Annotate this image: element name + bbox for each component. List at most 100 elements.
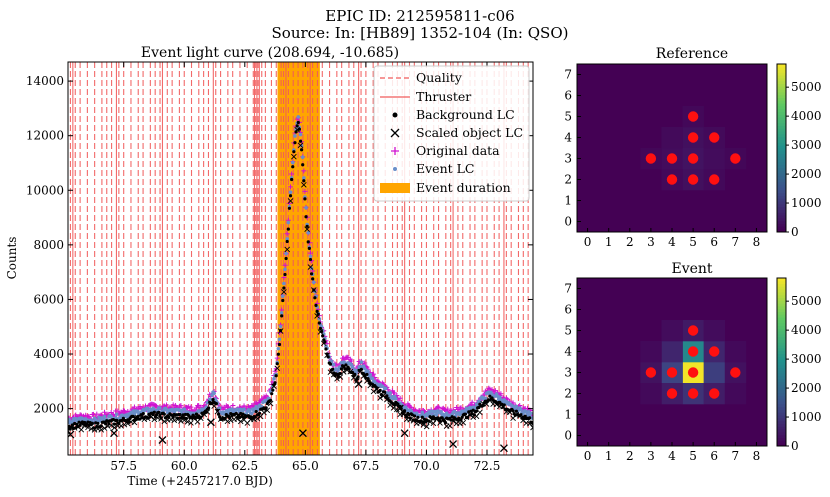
scaled-object-point (78, 426, 85, 433)
event-aperture-marker (666, 367, 678, 378)
scaled-object-point (407, 416, 413, 423)
reference-colorbar-segment (777, 153, 786, 157)
original-data-point (371, 371, 377, 377)
event-colorbar-tick-label: 1000 (791, 410, 822, 424)
background-lc-point (313, 296, 317, 300)
reference-x-tick-label: 6 (710, 235, 718, 249)
event-x-tick-label: 2 (626, 449, 634, 463)
background-lc-point (270, 392, 274, 396)
event-colorbar-segment (777, 418, 786, 422)
event-colorbar-segment (777, 432, 786, 436)
event-x-tick-label: 3 (647, 449, 655, 463)
event-lc-point (288, 190, 293, 195)
y-tick-label: 4000 (33, 347, 64, 361)
scaled-object-point (463, 414, 470, 421)
event-lc-point (293, 134, 297, 138)
event-lc-point (428, 412, 432, 417)
background-lc-point (411, 418, 416, 422)
x-tick-label: 67.5 (353, 459, 380, 473)
original-data-point (288, 184, 294, 190)
original-data-point (486, 385, 492, 391)
reference-colorbar-segment (777, 218, 786, 222)
background-lc-point (90, 421, 94, 425)
reference-colorbar-segment (777, 184, 786, 188)
scaled-object-point (437, 420, 443, 426)
scaled-object-point (493, 401, 500, 408)
reference-x-tick-label: 7 (732, 235, 740, 249)
x-tick-label: 70.0 (413, 459, 440, 473)
reference-colorbar-tick-label: 5000 (791, 80, 822, 94)
background-lc-point (159, 416, 163, 420)
event-lc-point (304, 205, 308, 210)
reference-aperture-marker (730, 153, 741, 164)
background-lc-point (412, 414, 417, 418)
original-data-point (102, 409, 108, 415)
reference-aperture-marker (687, 153, 699, 164)
event-colorbar-segment (777, 331, 786, 335)
lightcurve-title: Event light curve (208.694, -10.685) (141, 45, 399, 61)
scaled-object-point (340, 369, 347, 375)
event-lc-point (296, 115, 301, 119)
event-lc-point (282, 281, 286, 286)
background-lc-point (282, 286, 286, 290)
original-data-point (164, 402, 170, 408)
background-lc-point (416, 415, 420, 419)
event-pixel (724, 383, 747, 405)
event-lc-point (280, 294, 285, 298)
scaled-object-point (201, 411, 207, 418)
scaled-object-outlier (499, 444, 508, 453)
event-colorbar-segment (777, 297, 786, 301)
event-colorbar-segment (777, 286, 786, 290)
background-lc-point (287, 206, 292, 210)
scaled-object-point (297, 142, 304, 149)
reference-y-tick-label: 2 (564, 173, 572, 187)
event-lc-point (114, 412, 119, 417)
reference-aperture-marker (687, 132, 699, 143)
reference-colorbar-segment (777, 83, 786, 87)
reference-colorbar-segment (777, 220, 786, 224)
reference-aperture-marker (709, 174, 720, 185)
lightcurve-x-axis-label: Time (+2457217.0 BJD) (127, 474, 273, 488)
event-lc-point (290, 160, 295, 165)
scaled-object-point (417, 420, 423, 426)
reference-colorbar-segment (777, 209, 786, 213)
event-lc-point (478, 399, 482, 404)
reference-title: Reference (656, 46, 728, 62)
background-lc-point (241, 412, 245, 416)
event-lc-point (528, 411, 533, 416)
scaled-object-point (357, 368, 364, 375)
scaled-object-point (141, 416, 148, 423)
y-tick-label: 2000 (33, 402, 64, 416)
event-lc-point (370, 376, 375, 381)
background-lc-point (331, 367, 335, 371)
background-lc-point (277, 342, 282, 347)
event-aperture-marker (687, 346, 699, 357)
event-lc-point (102, 414, 107, 419)
event-colorbar-segment (777, 278, 786, 282)
event-colorbar-segment (777, 325, 786, 329)
event-lc-point (444, 411, 449, 416)
event-lc-point (300, 155, 305, 159)
event-lc-point (217, 406, 222, 410)
event-lc-point (279, 311, 284, 315)
scaled-object-point (450, 418, 457, 425)
original-data-point (436, 405, 442, 411)
event-colorbar-tick-label: 3000 (791, 352, 822, 366)
reference-colorbar-segment (777, 78, 786, 82)
reference-x-tick-label: 4 (668, 235, 676, 249)
scaled-object-outlier (110, 429, 118, 438)
event-colorbar-segment (777, 381, 786, 385)
event-lc-point (388, 391, 392, 395)
scaled-object-point (224, 418, 231, 425)
reference-colorbar-segment (777, 150, 786, 154)
background-lc-point (328, 362, 332, 366)
event-aperture-marker (687, 325, 699, 336)
reference-x-tick-label: 0 (584, 235, 592, 249)
background-lc-point (308, 257, 313, 262)
background-lc-point (488, 394, 492, 398)
reference-colorbar-segment (777, 170, 786, 174)
reference-colorbar-segment (777, 80, 786, 84)
background-lc-point (211, 397, 215, 402)
scaled-object-point (131, 419, 138, 426)
